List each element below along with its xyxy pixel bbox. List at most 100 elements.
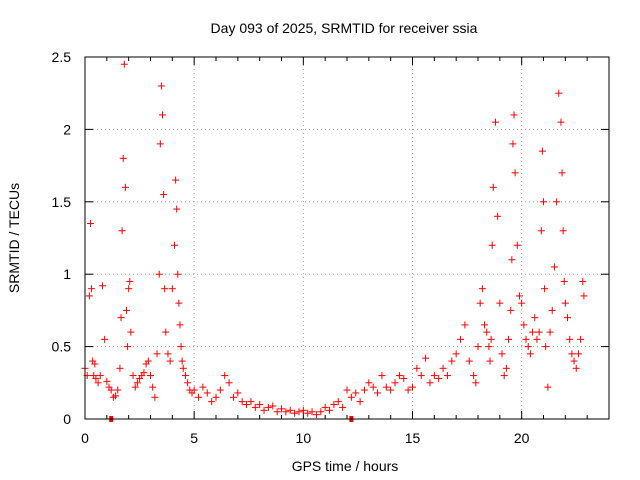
data-point (439, 364, 447, 372)
data-point (409, 383, 416, 391)
data-point (541, 285, 549, 293)
data-point (251, 403, 259, 411)
x-tick-label: 20 (514, 430, 530, 446)
data-point (326, 406, 334, 414)
data-point (312, 411, 320, 419)
data-point (269, 402, 277, 410)
data-point (114, 386, 122, 394)
data-point (295, 408, 303, 416)
data-point (195, 393, 203, 401)
data-point (221, 372, 229, 380)
data-point (260, 406, 268, 414)
data-point (92, 374, 100, 382)
data-point (112, 392, 120, 400)
data-point (339, 403, 347, 411)
data-point (133, 379, 141, 387)
data-point (120, 60, 128, 68)
data-point (174, 270, 182, 278)
data-point (179, 364, 187, 372)
plot-frame (84, 56, 610, 420)
data-point (559, 227, 567, 235)
data-point (126, 277, 134, 285)
y-tick-label: 1 (63, 266, 71, 282)
data-point (91, 360, 99, 368)
data-point (157, 82, 165, 90)
data-point (378, 372, 386, 380)
data-point (574, 350, 582, 358)
data-point (526, 350, 534, 358)
data-point (558, 169, 566, 177)
data-point (461, 321, 469, 329)
data-point (505, 335, 513, 343)
data-point (117, 314, 125, 322)
data-point (544, 383, 552, 391)
data-point (317, 408, 325, 416)
data-point (168, 285, 176, 293)
data-point (184, 379, 192, 387)
data-point (177, 343, 185, 351)
data-point (568, 350, 576, 358)
data-point (173, 205, 181, 213)
data-point (264, 403, 272, 411)
data-point (343, 386, 351, 394)
data-point (171, 241, 179, 249)
data-point (535, 328, 543, 336)
data-point (374, 389, 382, 397)
data-point (96, 372, 104, 380)
data-point (533, 335, 541, 343)
data-point (542, 343, 550, 351)
data-point (125, 285, 133, 293)
data-point (208, 398, 216, 406)
data-point (144, 357, 152, 365)
y-tick-label: 2 (63, 121, 71, 137)
data-point (529, 328, 537, 336)
data-point (561, 299, 569, 307)
data-point (181, 372, 189, 380)
y-tick-label: 2.5 (52, 49, 72, 65)
data-point (548, 306, 556, 314)
data-point (487, 335, 495, 343)
data-point (203, 389, 211, 397)
data-point (116, 364, 124, 372)
data-point (149, 383, 157, 391)
data-point (162, 328, 170, 336)
data-point (572, 364, 580, 372)
data-point (103, 377, 111, 385)
data-point (555, 89, 563, 97)
data-point (164, 350, 172, 358)
data-point (291, 409, 299, 417)
data-point (491, 118, 499, 126)
data-point (546, 328, 554, 336)
data-point (524, 343, 532, 351)
data-point (304, 409, 312, 417)
data-point (121, 183, 129, 191)
data-point (577, 335, 585, 343)
data-point (580, 292, 588, 300)
data-point (531, 314, 539, 322)
data-point (426, 379, 434, 387)
grid (85, 57, 609, 419)
data-point (550, 263, 558, 271)
x-axis-label: GPS time / hours (292, 458, 399, 474)
data-point (553, 198, 561, 206)
data-point (129, 372, 137, 380)
data-point (570, 357, 578, 365)
data-point (537, 227, 545, 235)
data-point (308, 408, 316, 416)
data-point (483, 328, 491, 336)
data-point (448, 357, 456, 365)
y-axis-label: SRMTID / TECUs (6, 183, 22, 293)
y-tick-label: 0.5 (52, 339, 72, 355)
data-point (481, 321, 489, 329)
data-point (485, 343, 493, 351)
data-point (452, 350, 460, 358)
data-point (486, 357, 494, 365)
data-point (216, 386, 224, 394)
data-point (247, 398, 255, 406)
data-point (387, 386, 395, 394)
data-point (518, 299, 526, 307)
data-point (127, 328, 135, 336)
data-point (404, 386, 412, 394)
data-point (382, 383, 390, 391)
data-point (557, 118, 565, 126)
